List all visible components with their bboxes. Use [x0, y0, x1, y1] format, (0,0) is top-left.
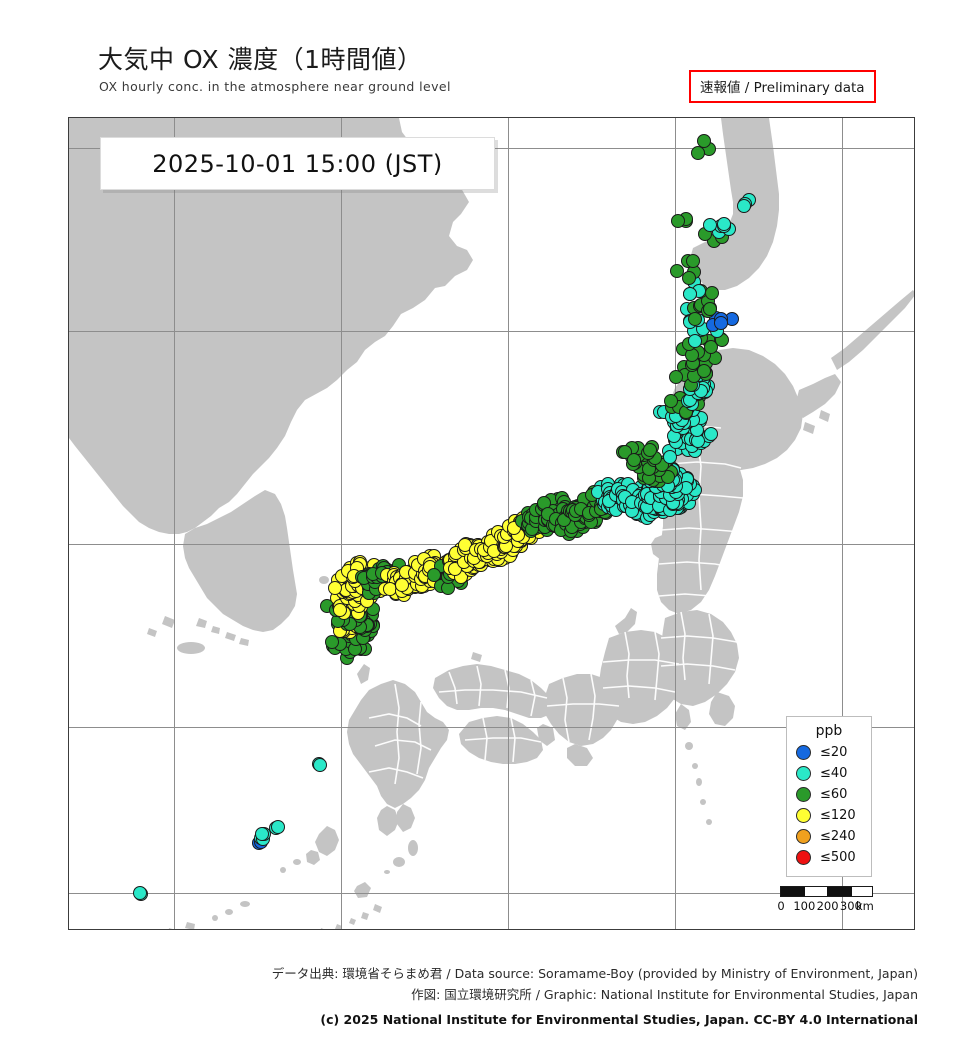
timestamp-label: 2025-10-01 15:00 (JST): [100, 137, 495, 190]
footer-credits: データ出典: 環境省そらまめ君 / Data source: Soramame-…: [0, 963, 980, 1030]
footer-data-source: データ出典: 環境省そらまめ君 / Data source: Soramame-…: [271, 966, 918, 981]
data-point-marker[interactable]: [333, 602, 348, 617]
legend-rows: ≤20 ≤40 ≤60 ≤120 ≤240 ≤500: [787, 742, 871, 868]
legend-item[interactable]: ≤500: [787, 847, 871, 868]
gridline-lat-40: [69, 331, 914, 332]
scale-bar-labels: 0 100 200 300 km: [777, 899, 880, 914]
status-badge-preliminary: 速報値 / Preliminary data: [689, 70, 876, 103]
gridline-lon-145: [842, 118, 843, 929]
page-subtitle: OX hourly conc. in the atmosphere near g…: [99, 79, 451, 94]
data-point-marker[interactable]: [427, 567, 442, 582]
legend-swatch-circle-icon: [796, 787, 811, 802]
legend-title: ppb: [815, 723, 843, 739]
basemap: [69, 118, 914, 929]
data-points-layer: [69, 118, 914, 929]
data-point-marker[interactable]: [255, 827, 270, 842]
legend-item-label: ≤240: [820, 829, 856, 844]
data-point-marker[interactable]: [327, 581, 342, 596]
gridline-lon-125: [174, 118, 175, 929]
legend-item-label: ≤120: [820, 808, 856, 823]
legend-item-label: ≤500: [820, 850, 856, 865]
map-plot-area[interactable]: 45°N40°N35°N30°N25°N 125°E130°E135°E140°…: [68, 117, 915, 930]
legend-item[interactable]: ≤240: [787, 826, 871, 847]
data-point-marker[interactable]: [325, 634, 340, 649]
legend-item[interactable]: ≤120: [787, 805, 871, 826]
data-point-marker[interactable]: [394, 577, 409, 592]
data-point-marker[interactable]: [270, 820, 285, 835]
gridline-lon-130: [341, 118, 342, 929]
legend-item[interactable]: ≤60: [787, 784, 871, 805]
legend-swatch-circle-icon: [796, 766, 811, 781]
gridline-lat-25: [69, 893, 914, 894]
scale-bar-tick-label: 200: [816, 899, 839, 913]
legend-item-label: ≤20: [820, 745, 848, 760]
gridline-lon-140: [675, 118, 676, 929]
scale-bar-unit-label: km: [856, 899, 874, 913]
scale-bar-tick-label: 100: [793, 899, 816, 913]
data-point-marker[interactable]: [133, 886, 148, 901]
legend-item-label: ≤40: [820, 766, 848, 781]
legend-swatch-circle-icon: [796, 808, 811, 823]
scale-bar-tick-label: 0: [777, 899, 785, 913]
scale-bar-graphic: [780, 886, 873, 897]
legend-swatch-circle-icon: [796, 745, 811, 760]
legend-panel: ppb ≤20 ≤40 ≤60 ≤120 ≤240 ≤500: [786, 716, 872, 877]
legend-swatch-circle-icon: [796, 829, 811, 844]
legend-item-label: ≤60: [820, 787, 848, 802]
footer-graphic-credit: 作図: 国立環境研究所 / Graphic: National Institut…: [411, 987, 918, 1002]
gridline-lat-30: [69, 727, 914, 728]
legend-item[interactable]: ≤40: [787, 763, 871, 784]
legend-swatch-circle-icon: [796, 850, 811, 865]
data-point-marker[interactable]: [312, 758, 327, 773]
legend-item[interactable]: ≤20: [787, 742, 871, 763]
page-title: 大気中 OX 濃度（1時間値）: [98, 45, 423, 74]
scale-bar: 0 100 200 300 km: [777, 886, 880, 914]
footer-copyright: (c) 2025 National Institute for Environm…: [320, 1012, 918, 1027]
page-header: 大気中 OX 濃度（1時間値） OX hourly conc. in the a…: [0, 0, 980, 117]
